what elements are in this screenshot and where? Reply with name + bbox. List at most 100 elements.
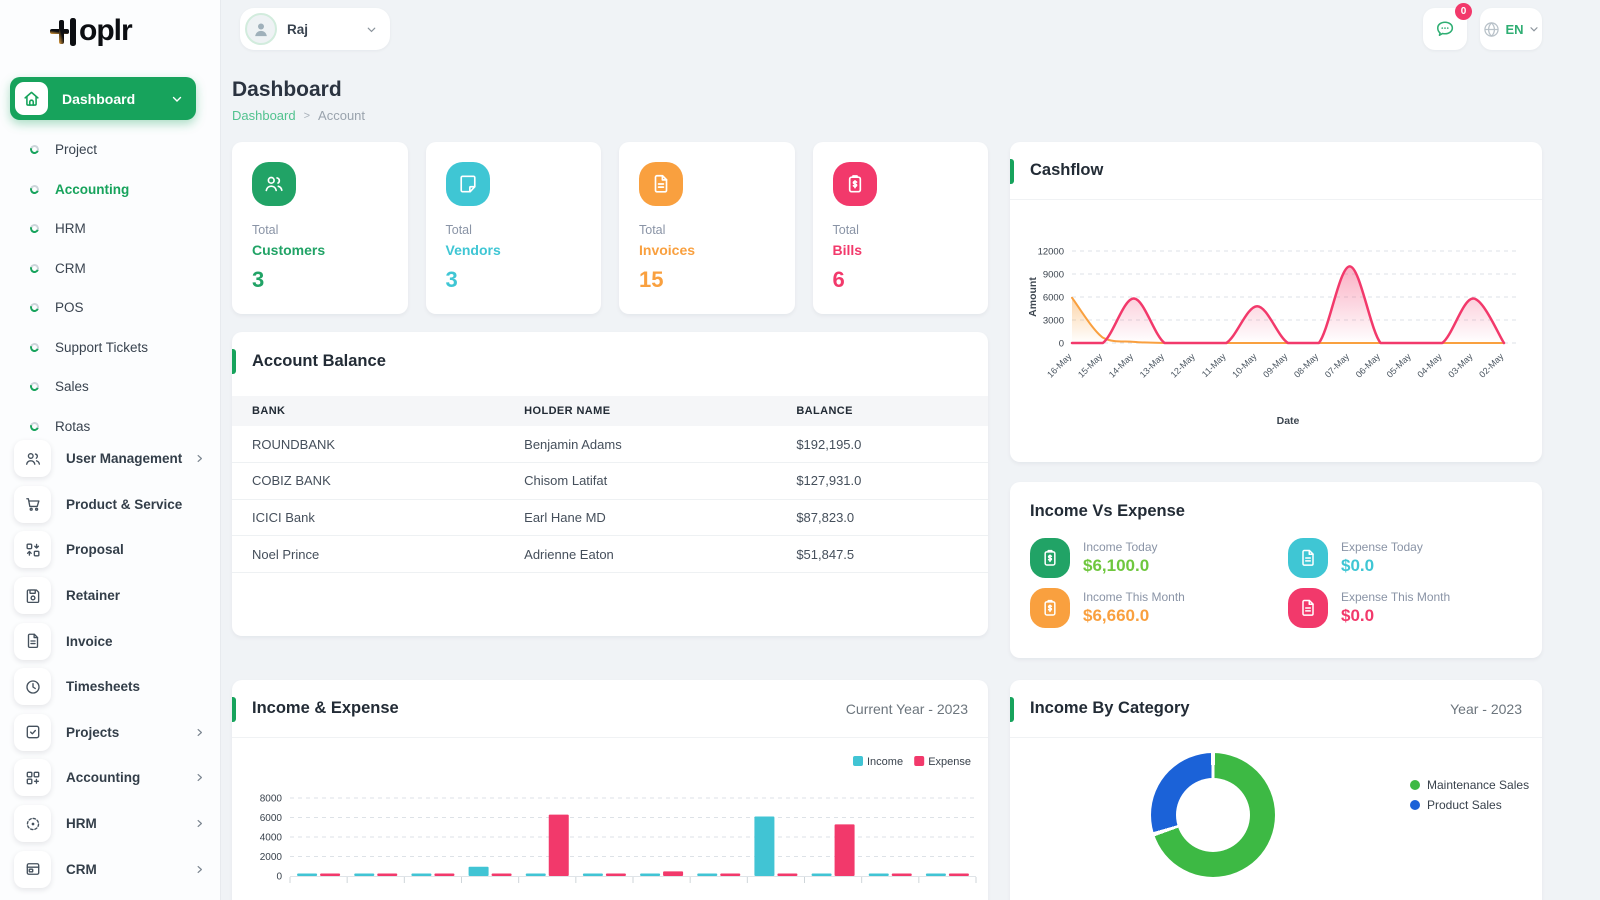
ive-value: $6,100.0 xyxy=(1083,556,1150,575)
column-header: HOLDER NAME xyxy=(504,396,777,426)
sidebar-subitem-label: CRM xyxy=(55,260,86,276)
legend-item: Product Sales xyxy=(1410,798,1529,812)
chevron-right-icon xyxy=(193,452,206,465)
sidebar-subitem-label: Support Tickets xyxy=(55,339,149,355)
stat-label: Bills xyxy=(832,242,863,258)
svg-text:15-May: 15-May xyxy=(1076,351,1105,380)
sidebar-subitem-accounting[interactable]: Accounting xyxy=(0,170,220,210)
chevron-down-icon xyxy=(170,92,184,106)
svg-text:9000: 9000 xyxy=(1043,270,1064,281)
svg-text:4000: 4000 xyxy=(260,833,283,844)
layout-icon xyxy=(14,850,51,888)
sidebar-item-label: CRM xyxy=(66,861,97,877)
breadcrumb-dashboard-link[interactable]: Dashboard xyxy=(232,108,296,123)
invoice-icon xyxy=(1288,538,1328,578)
sidebar-item-proposal[interactable]: Proposal xyxy=(0,527,220,573)
table-cell: ROUNDBANK xyxy=(232,426,505,464)
stat-card-vendors: Total Vendors 3 xyxy=(425,142,601,314)
sidebar-item-timesheets[interactable]: Timesheets xyxy=(0,664,220,710)
language-selector[interactable]: EN xyxy=(1480,8,1542,50)
sidebar-item-product-service[interactable]: Product & Service xyxy=(0,482,220,528)
sidebar-subitem-hrm[interactable]: HRM xyxy=(0,209,220,249)
page-title: Dashboard xyxy=(232,78,342,101)
income-expense-chart: 0 2000 4000 6000 8000 Income Expense xyxy=(260,756,977,883)
bullet-icon xyxy=(28,420,41,433)
svg-text:08-May: 08-May xyxy=(1292,351,1321,380)
sidebar-item-accounting[interactable]: Accounting xyxy=(0,755,220,801)
brand-logo[interactable]: oplr xyxy=(0,0,220,48)
sidebar-item-label: HRM xyxy=(66,816,97,832)
chevron-down-icon xyxy=(1528,23,1540,35)
sidebar-item-invoice[interactable]: Invoice xyxy=(0,618,220,664)
svg-text:Amount: Amount xyxy=(1027,277,1039,317)
clock-icon xyxy=(14,668,51,706)
invoice-icon xyxy=(14,622,51,660)
user-menu[interactable]: Raj xyxy=(240,8,390,50)
invoice-icon xyxy=(1288,588,1328,628)
ive-value: $0.0 xyxy=(1341,556,1375,575)
svg-text:07-May: 07-May xyxy=(1323,351,1352,380)
sidebar-item-crm[interactable]: CRM xyxy=(0,846,220,892)
stat-value: 6 xyxy=(832,267,845,292)
stat-value: 3 xyxy=(445,267,458,292)
sidebar: oplr Dashboard Project Accounting HRM CRM PO… xyxy=(0,0,220,900)
cashflow-title: Cashflow xyxy=(1030,161,1104,179)
svg-text:0: 0 xyxy=(276,872,282,883)
legend-label: Product Sales xyxy=(1427,798,1502,812)
table-row: ROUNDBANK Benjamin Adams $192,195.0 xyxy=(232,426,988,464)
chevron-right-icon xyxy=(193,863,206,876)
income-by-category-card: Income By Category Year - 2023 Maintenan… xyxy=(1010,680,1542,900)
income-expense-card: Income & Expense Current Year - 2023 0 20… xyxy=(232,680,988,900)
sidebar-subitem-support-tickets[interactable]: Support Tickets xyxy=(0,328,220,368)
table-cell: Benjamin Adams xyxy=(504,426,777,464)
chat-icon xyxy=(1436,21,1454,37)
sidebar-subitem-rotas[interactable]: Rotas xyxy=(0,407,220,447)
bullet-icon xyxy=(28,183,41,196)
legend-item: Maintenance Sales xyxy=(1410,778,1529,792)
cart-icon xyxy=(14,485,51,523)
sidebar-subitem-label: Sales xyxy=(55,379,89,395)
ive-item-expense-this-month: Expense This Month $0.0 xyxy=(1288,588,1450,628)
globe-icon xyxy=(1482,20,1501,39)
ive-value: $0.0 xyxy=(1341,606,1375,625)
sidebar-item-label: User Management xyxy=(66,451,183,467)
sidebar-item-retainer[interactable]: Retainer xyxy=(0,573,220,619)
sidebar-item-dashboard[interactable]: Dashboard xyxy=(10,77,196,120)
stat-prefix: Total xyxy=(639,223,666,237)
sidebar-subitem-crm[interactable]: CRM xyxy=(0,249,220,289)
ive-label: Income Today xyxy=(1083,540,1158,554)
sidebar-subitem-pos[interactable]: POS xyxy=(0,288,220,328)
sidebar-item-user-management[interactable]: User Management xyxy=(0,436,220,482)
sidebar-subitem-label: Rotas xyxy=(55,418,91,434)
ive-item-income-this-month: Income This Month $6,660.0 xyxy=(1030,588,1185,628)
donut-legend: Maintenance Sales Product Sales xyxy=(1410,778,1529,818)
sidebar-item-hrm[interactable]: HRM xyxy=(0,801,220,847)
stat-prefix: Total xyxy=(252,223,279,237)
cashflow-chart: 0 3000 6000 9000 12000 16-May 15-May 14-May 13-M… xyxy=(1027,247,1518,427)
income-by-category-title: Income By Category xyxy=(1030,699,1190,717)
bill-icon xyxy=(832,162,877,206)
sidebar-subitem-sales[interactable]: Sales xyxy=(0,367,220,407)
messages-button[interactable]: 0 xyxy=(1423,3,1472,50)
table-cell: $51,847.5 xyxy=(776,535,988,573)
svg-text:14-May: 14-May xyxy=(1107,351,1136,380)
proposal-icon xyxy=(14,531,51,569)
breadcrumb: Dashboard > Account xyxy=(232,108,365,123)
stat-label: Customers xyxy=(252,242,326,258)
sidebar-subitem-label: Project xyxy=(55,142,98,158)
ive-item-expense-today: Expense Today $0.0 xyxy=(1288,538,1423,578)
account-balance-title: Account Balance xyxy=(252,351,386,370)
home-icon xyxy=(15,82,48,115)
sidebar-subitem-label: HRM xyxy=(55,221,86,237)
svg-text:8000: 8000 xyxy=(260,794,283,805)
svg-text:3000: 3000 xyxy=(1043,316,1064,327)
sidebar-item-label: Retainer xyxy=(66,588,121,604)
svg-text:10-May: 10-May xyxy=(1230,351,1259,380)
sidebar-subitem-project[interactable]: Project xyxy=(0,130,220,170)
retainer-icon xyxy=(14,577,51,615)
stat-card-invoices: Total Invoices 15 xyxy=(619,142,795,314)
svg-text:04-May: 04-May xyxy=(1415,351,1444,380)
sidebar-item-projects[interactable]: Projects xyxy=(0,710,220,756)
table-cell: Chisom Latifat xyxy=(504,462,777,500)
legend-dot xyxy=(1410,800,1420,810)
